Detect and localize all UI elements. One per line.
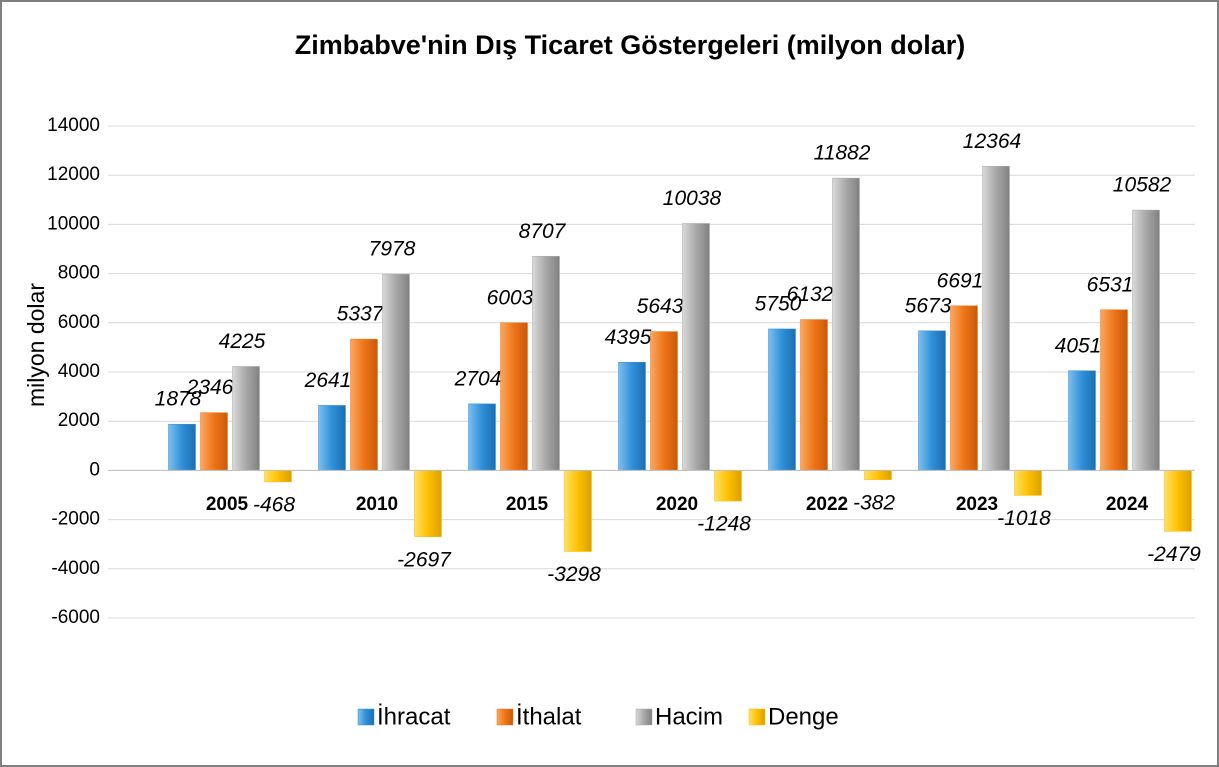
y-tick-label: 2000	[58, 410, 100, 431]
bar	[832, 177, 860, 471]
bar	[864, 470, 892, 481]
value-label: 6132	[787, 283, 834, 306]
value-label: 5643	[637, 295, 684, 318]
bar	[768, 328, 796, 471]
value-label: 5673	[905, 294, 952, 317]
value-label: -468	[253, 493, 295, 516]
value-label: 4051	[1055, 334, 1102, 357]
value-label: 4395	[605, 326, 652, 349]
legend-swatch	[496, 708, 514, 726]
y-tick-label: 4000	[58, 361, 100, 382]
bar	[682, 223, 710, 471]
value-label: 11882	[814, 142, 871, 165]
value-label: -1018	[997, 507, 1051, 530]
y-tick-label: 0	[89, 459, 100, 480]
value-label: -3298	[547, 563, 601, 586]
bar	[1014, 470, 1042, 496]
value-label: 5337	[337, 303, 385, 326]
value-label: 5750	[755, 292, 802, 315]
value-label: 7978	[369, 238, 416, 261]
chart-title: Zimbabve'nin Dış Ticaret Göstergeleri (m…	[295, 30, 966, 60]
y-axis-label: milyon dolar	[23, 283, 49, 407]
legend: İhracat İthalat Hacim Denge	[357, 703, 839, 730]
value-label: 12364	[963, 130, 1021, 153]
bar	[618, 362, 646, 471]
bar	[168, 423, 196, 471]
bar	[382, 273, 410, 471]
bar	[650, 331, 678, 471]
bar	[500, 322, 528, 471]
bar	[264, 470, 292, 483]
legend-swatch	[635, 708, 653, 726]
value-label: 6531	[1087, 273, 1134, 296]
legend-label: Denge	[768, 703, 839, 730]
y-tick-label: -2000	[51, 509, 100, 530]
value-label: 10582	[1113, 174, 1172, 197]
bar	[318, 405, 346, 471]
value-label: -2697	[397, 548, 452, 571]
value-label: -382	[853, 491, 895, 514]
bar	[532, 255, 560, 471]
bar	[982, 165, 1010, 471]
y-tick-label: 8000	[58, 263, 100, 284]
value-label: 1878	[155, 388, 202, 411]
y-tick-label: -6000	[51, 607, 100, 628]
value-label: 6691	[937, 269, 984, 292]
legend-label: Hacim	[655, 703, 723, 730]
value-label: 2346	[186, 376, 234, 399]
bar	[1068, 370, 1096, 471]
value-label: 6003	[487, 286, 534, 309]
y-tick-label: 12000	[47, 164, 100, 185]
y-tick-label: -4000	[51, 558, 100, 579]
bar	[1132, 209, 1160, 471]
value-label: 4225	[219, 330, 266, 353]
value-label: 8707	[519, 220, 567, 243]
bar	[232, 366, 260, 471]
legend-label: İhracat	[377, 703, 451, 730]
value-label: 2641	[304, 369, 352, 392]
x-tick-label: 2022	[806, 494, 848, 515]
legend-label: İthalat	[516, 703, 582, 730]
bar	[950, 305, 978, 471]
value-label: 2704	[454, 367, 502, 390]
y-tick-label: 14000	[47, 115, 100, 136]
bar	[414, 470, 442, 537]
y-tick-label: 10000	[47, 213, 100, 234]
x-tick-label: 2023	[956, 494, 998, 515]
bar	[918, 330, 946, 471]
value-label: -2479	[1147, 543, 1201, 566]
bar	[200, 412, 228, 471]
bar	[468, 403, 496, 471]
value-label: 10038	[663, 187, 722, 210]
x-tick-label: 2005	[206, 494, 249, 515]
x-tick-label: 2015	[506, 494, 549, 515]
legend-swatch	[357, 708, 375, 726]
legend-swatch	[748, 708, 766, 726]
value-label: -1248	[697, 513, 751, 536]
x-tick-label: 2024	[1106, 494, 1149, 515]
bar	[1164, 470, 1192, 532]
x-tick-label: 2020	[656, 494, 698, 515]
bar	[714, 470, 742, 502]
x-tick-label: 2010	[356, 494, 398, 515]
y-tick-label: 6000	[58, 312, 100, 333]
bar	[350, 338, 378, 471]
bar	[1100, 309, 1128, 471]
bar	[564, 470, 592, 552]
bar	[800, 319, 828, 471]
